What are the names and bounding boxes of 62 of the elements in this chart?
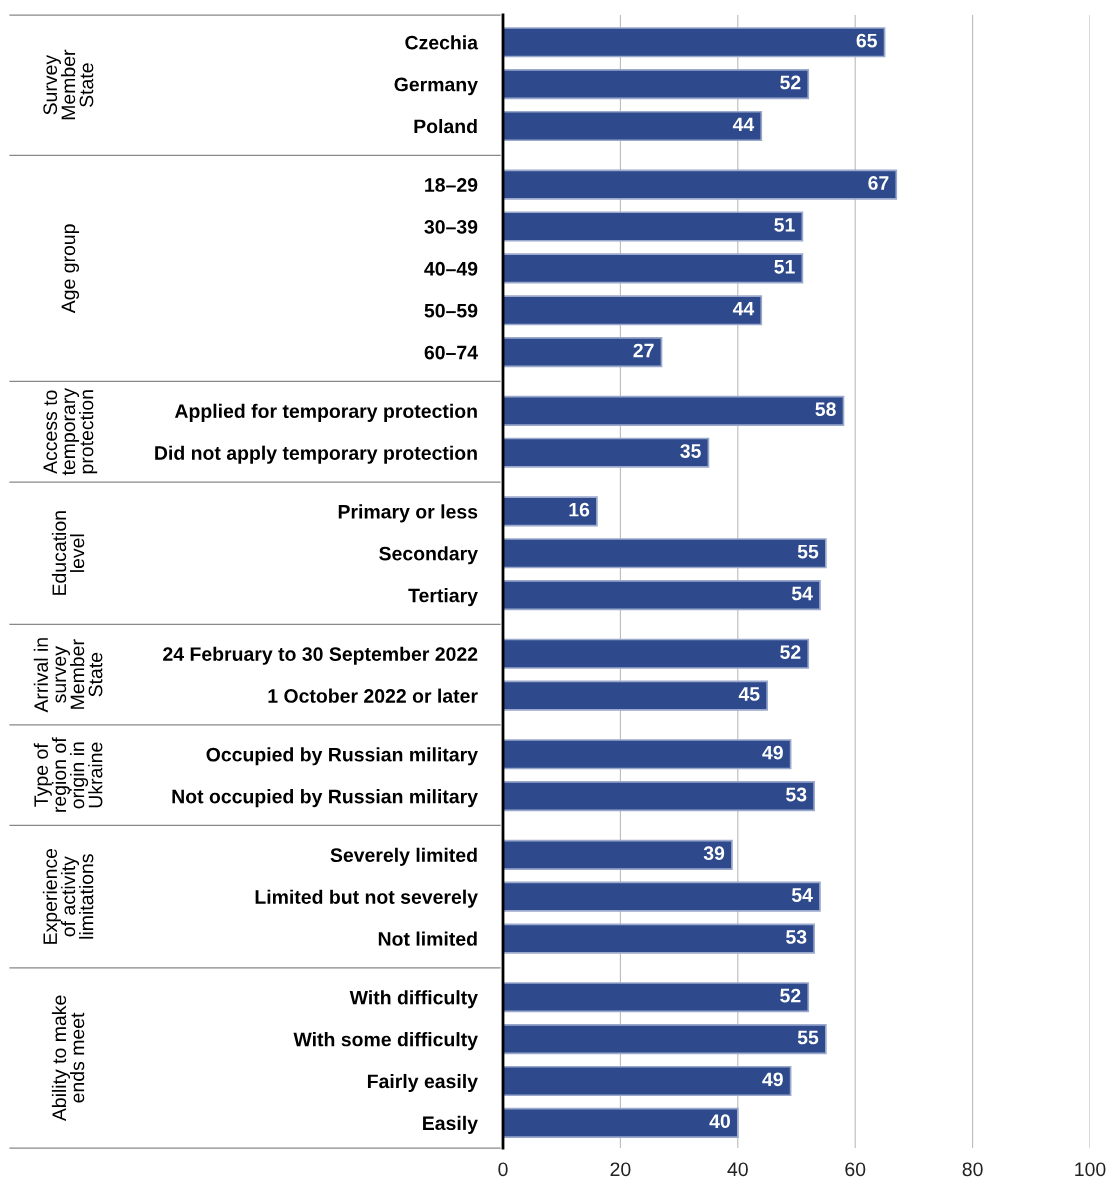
y-tick-label: Not occupied by Russian military <box>172 789 478 808</box>
data-label: 44 <box>732 301 755 316</box>
y-tick-label: Czechia <box>405 35 479 50</box>
data-label: 53 <box>786 930 807 944</box>
data-label: 44 <box>732 117 755 132</box>
data-label: 55 <box>797 1030 819 1045</box>
y-tick-label: Severely limited <box>330 847 477 866</box>
y-tick-label: 40–49 <box>424 261 478 276</box>
y-tick-label: Primary or less <box>338 504 478 523</box>
x-tick-label: 20 <box>610 1162 631 1177</box>
y-tick-label: With some difficulty <box>293 1032 478 1051</box>
x-tick-label: 0 <box>498 1162 508 1177</box>
data-label: 51 <box>774 218 795 232</box>
data-label: 16 <box>569 502 590 517</box>
y-tick-label: Applied for temporary protection <box>174 403 477 422</box>
data-label: 49 <box>762 1072 783 1087</box>
y-tick-label: Secondary <box>379 546 478 565</box>
text: Survey Member State <box>43 49 94 120</box>
x-tick-label: 40 <box>727 1162 748 1177</box>
y-tick-label: Not limited <box>378 931 477 946</box>
data-label: 58 <box>815 402 836 417</box>
data-label: 40 <box>709 1114 730 1129</box>
data-label: 55 <box>797 544 819 559</box>
y-tick-label: 1 October 2022 or later <box>268 688 478 703</box>
data-label: 51 <box>774 260 795 274</box>
data-label: 27 <box>633 343 654 358</box>
data-label: 45 <box>738 687 760 701</box>
data-label: 53 <box>786 787 807 802</box>
data-label: 67 <box>868 176 889 190</box>
data-label: 54 <box>791 888 813 902</box>
y-tick-label: 60–74 <box>424 345 478 360</box>
data-label: 39 <box>703 846 725 861</box>
y-tick-label: Limited but not severely <box>255 889 478 908</box>
data-label: 52 <box>780 645 801 659</box>
y-tick-label: Fairly easily <box>367 1073 478 1093</box>
text: Ability to make ends meet <box>51 995 85 1122</box>
text: Arrival in survey Member State <box>33 638 103 713</box>
text: Access to temporary protection <box>43 388 98 476</box>
y-tick-label: With difficulty <box>349 990 478 1009</box>
y-tick-label: Poland <box>414 118 477 134</box>
y-tick-label: Did not apply temporary protection <box>155 445 477 464</box>
y-tick-label: 30–39 <box>424 219 478 234</box>
data-label: 52 <box>780 75 801 90</box>
data-label: 35 <box>680 444 701 458</box>
data-label: 65 <box>856 33 877 48</box>
x-tick-label: 80 <box>962 1162 983 1177</box>
y-tick-label: 18–29 <box>425 178 478 192</box>
y-tick-label: 50–59 <box>424 303 478 318</box>
data-label: 52 <box>780 988 801 1003</box>
x-tick-label: 100 <box>1075 1162 1106 1177</box>
y-tick-label: Germany <box>394 77 478 96</box>
x-tick-label: 60 <box>845 1162 866 1177</box>
y-tick-label: Tertiary <box>408 588 478 607</box>
data-label: 49 <box>762 745 783 760</box>
text: Age group <box>61 224 80 314</box>
y-tick-label: Easily <box>423 1115 478 1134</box>
text: Education level <box>51 511 85 595</box>
y-tick-label: Occupied by Russian military <box>206 747 478 766</box>
y-tick-label: 24 February to 30 September 2022 <box>163 646 478 665</box>
text: Experience of activity limitations <box>42 848 94 944</box>
data-label: 54 <box>791 586 813 601</box>
text: Type of region of origin in Ukraine <box>33 737 103 812</box>
